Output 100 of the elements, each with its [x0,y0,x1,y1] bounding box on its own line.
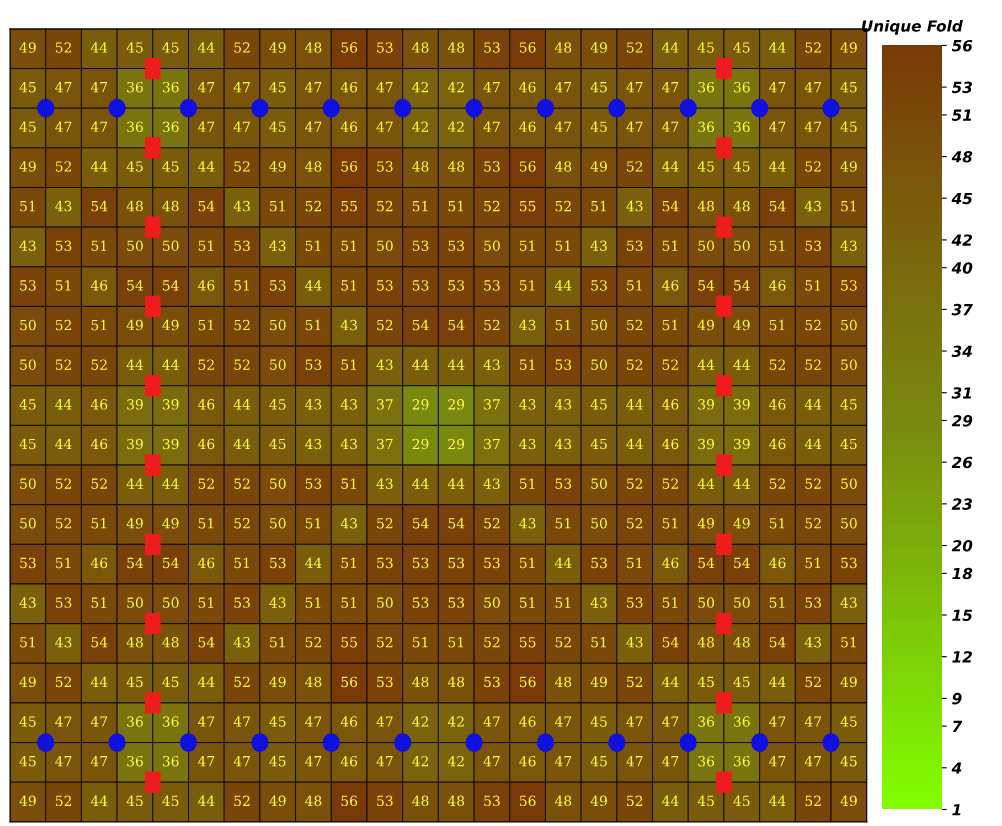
data-label: 47 [55,121,72,132]
data-label: 47 [233,716,250,727]
data-label: 47 [804,716,822,727]
data-label: 49 [840,161,857,172]
data-label: 45 [590,399,607,410]
data-label: 51 [555,319,571,331]
data-label: 51 [412,200,428,212]
data-label: 52 [55,161,72,172]
data-label: 51 [412,636,428,648]
data-label: 52 [484,200,500,212]
data-label: 51 [341,359,356,370]
data-label: 48 [554,795,572,807]
color-bar-label: 20 [951,540,973,552]
data-label: 53 [484,676,500,688]
data-label: 45 [19,438,36,450]
data-label: 52 [484,319,500,331]
data-label: 42 [447,81,464,93]
color-bar-label: 48 [951,151,973,163]
data-label: 44 [90,42,108,53]
data-label: 53 [484,795,500,807]
data-label: 53 [805,240,821,251]
data-label: 47 [769,121,786,132]
data-label: 45 [162,42,179,53]
data-label: 50 [163,240,179,251]
data-label: 55 [519,637,536,648]
data-label: 46 [661,280,679,291]
data-label: 43 [305,399,322,410]
data-label: 50 [841,319,857,331]
data-label: 48 [447,42,465,53]
data-label: 52 [627,161,643,172]
data-label: 54 [412,319,429,331]
data-label: 44 [804,438,822,450]
data-label: 50 [377,240,393,251]
data-label: 50 [841,359,857,370]
data-label: 49 [19,676,36,688]
data-label: 45 [19,121,36,133]
data-label: 45 [733,676,750,688]
data-label: 47 [90,81,108,93]
data-label: 51 [91,518,107,529]
data-label: 44 [769,42,786,53]
data-label: 44 [162,359,179,370]
data-label: 36 [698,716,715,727]
data-label: 45 [19,81,36,93]
data-label: 46 [90,399,108,410]
data-label: 36 [127,81,143,93]
data-label: 53 [377,795,393,807]
data-label: 53 [555,478,572,489]
data-label: 49 [840,676,857,688]
data-label: 45 [733,161,750,172]
data-label: 53 [20,557,36,569]
data-label: 44 [197,161,215,172]
data-label: 44 [626,438,643,450]
data-label: 45 [19,716,36,727]
data-label: 43 [269,597,286,608]
data-label: 49 [162,518,179,529]
data-label: 52 [805,478,821,489]
data-label: 47 [90,755,108,767]
data-label: 43 [376,478,393,489]
data-label: 44 [126,359,144,370]
data-label: 46 [90,557,108,569]
data-label: 54 [769,200,786,212]
data-label: 53 [234,240,250,251]
data-label: 48 [447,795,465,807]
color-bar-label: 1 [952,804,961,816]
data-label: 44 [769,676,786,687]
data-label: 50 [698,240,715,251]
data-label: 45 [733,795,750,807]
data-label: 54 [662,200,679,212]
data-label: 46 [197,399,215,410]
data-label: 48 [305,676,322,688]
data-label: 51 [448,636,464,648]
data-label: 47 [305,716,322,727]
data-label: 53 [627,597,643,608]
data-label: 39 [162,438,179,450]
data-label: 50 [734,240,750,251]
data-label: 44 [412,478,429,489]
data-label: 51 [341,557,356,569]
data-label: 47 [483,81,500,93]
data-label: 48 [554,161,572,172]
data-label: 48 [305,42,322,53]
data-label: 51 [305,518,321,529]
data-label: 47 [626,121,643,132]
data-label: 45 [269,755,286,767]
color-bar-label: 56 [951,39,973,52]
data-label: 46 [519,121,536,133]
data-label: 50 [20,518,36,529]
data-label: 29 [448,438,465,450]
data-label: 45 [162,795,179,807]
data-label: 47 [804,81,822,93]
color-bar-label: 12 [952,651,973,663]
data-label: 43 [519,438,536,450]
data-label: 45 [697,795,714,807]
data-label: 44 [447,359,465,370]
data-label: 44 [661,161,679,172]
data-label: 54 [769,636,786,648]
data-label: 39 [698,438,714,450]
data-label: 47 [197,81,215,93]
data-label: 43 [590,240,607,251]
data-label: 43 [590,597,607,608]
data-label: 52 [805,518,821,529]
